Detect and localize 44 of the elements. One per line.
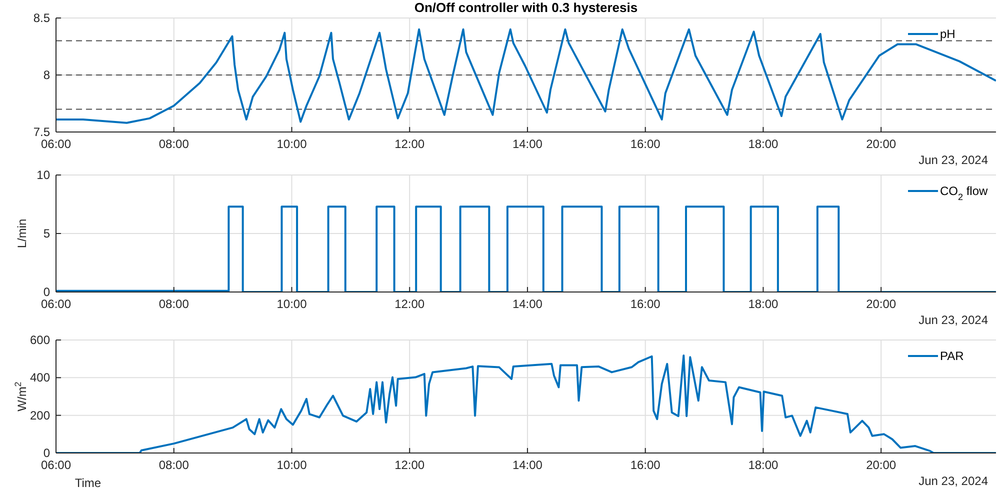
y-tick-label: 0 <box>43 446 50 460</box>
y-tick-label: 7.5 <box>33 125 50 139</box>
text: Jun 23, 2024 <box>918 313 988 327</box>
legend-label: pH <box>940 27 956 41</box>
text: Jun 23, 2024 <box>918 153 988 167</box>
x-tick-label: 16:00 <box>630 137 661 151</box>
x-tick-label: 10:00 <box>276 458 308 472</box>
x-tick-label: 12:00 <box>394 297 425 311</box>
x-tick-label: 16:00 <box>630 297 661 311</box>
x-tick-label: 16:00 <box>630 458 661 472</box>
y-tick-label: 400 <box>30 370 50 385</box>
x-tick-label: 18:00 <box>748 137 779 151</box>
x-tick-label: 20:00 <box>866 458 896 472</box>
y-tick-label: 8.5 <box>33 11 50 25</box>
x-tick-label: 08:00 <box>158 458 190 472</box>
text: Jun 23, 2024 <box>918 474 988 488</box>
y-tick-label: 0 <box>43 285 50 299</box>
x-tick-label: 10:00 <box>276 137 308 151</box>
x-tick-label: 06:00 <box>40 297 72 311</box>
x-tick-label: 06:00 <box>40 137 72 151</box>
y-axis-title: L/min <box>15 218 29 248</box>
y-tick-label: 600 <box>30 333 50 347</box>
x-tick-label: 18:00 <box>748 458 779 472</box>
x-tick-label: 14:00 <box>512 297 543 311</box>
legend-label: PAR <box>940 349 964 363</box>
y-tick-label: 8 <box>43 68 50 82</box>
x-tick-label: 08:00 <box>158 297 190 311</box>
x-tick-label: 14:00 <box>512 458 543 472</box>
x-tick-label: 14:00 <box>512 137 543 151</box>
y-tick-label: 5 <box>43 226 50 240</box>
line-series <box>56 28 996 124</box>
y-tick-label: 10 <box>36 168 50 182</box>
chart-title: On/Off controller with 0.3 hysteresis <box>414 0 638 15</box>
x-tick-label: 18:00 <box>748 297 779 311</box>
x-tick-label: 20:00 <box>866 297 896 311</box>
x-tick-label: 08:00 <box>158 137 190 151</box>
x-tick-label: 12:00 <box>394 137 425 151</box>
x-axis-title: Time <box>74 476 102 490</box>
x-tick-label: 10:00 <box>276 297 308 311</box>
y-tick-label: 200 <box>30 408 50 422</box>
legend-label: CO$_{2}$ flow <box>940 184 988 202</box>
x-tick-label: 12:00 <box>394 458 425 472</box>
x-tick-label: 06:00 <box>40 458 72 472</box>
x-tick-label: 20:00 <box>866 137 896 151</box>
